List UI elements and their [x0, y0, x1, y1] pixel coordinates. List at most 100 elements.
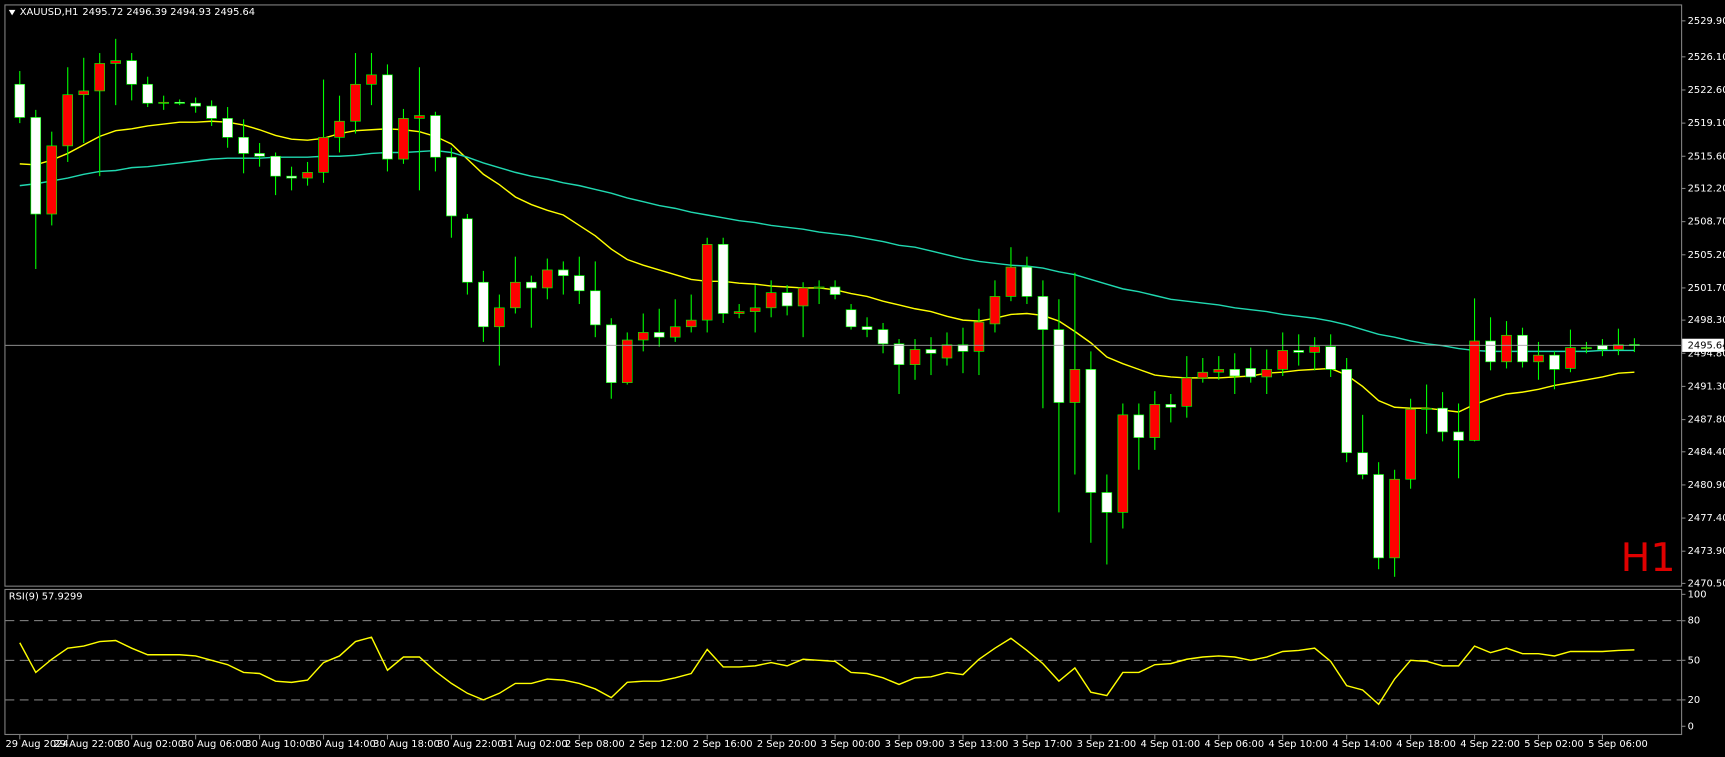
x-tick-label: 4 Sep 01:00	[1141, 739, 1201, 750]
x-tick-label: 3 Sep 17:00	[1013, 739, 1073, 750]
candle-body	[158, 101, 169, 104]
candle-body	[909, 349, 921, 365]
candle-body	[478, 281, 489, 328]
rsi-value: 57.9299	[42, 592, 83, 603]
y-tick-label: 2480.90	[1688, 480, 1725, 491]
y-tick-label: 2487.80	[1688, 415, 1725, 426]
candle-body	[1549, 354, 1560, 370]
x-tick-label: 30 Aug 06:00	[181, 739, 248, 750]
moving-average-line	[19, 149, 1635, 353]
x-tick-label: 3 Sep 00:00	[821, 739, 881, 750]
x-tick-label: 4 Sep 14:00	[1332, 739, 1392, 750]
candle-body	[1149, 404, 1161, 438]
candle-body	[685, 319, 697, 328]
candle-body	[126, 60, 137, 85]
candle-body	[558, 269, 569, 276]
candle-body	[414, 115, 425, 119]
candle-body	[1101, 492, 1113, 513]
y-tick-label: 0	[1688, 721, 1694, 732]
x-tick-label: 30 Aug 14:00	[309, 739, 376, 750]
candle-body	[1117, 414, 1129, 513]
candle-body	[781, 292, 793, 307]
candle-body	[30, 117, 42, 215]
candle-body	[446, 156, 457, 217]
y-tick-label: 2526.10	[1688, 52, 1725, 63]
candle-body	[430, 115, 441, 158]
y-tick-label: 20	[1688, 695, 1701, 706]
candle-body	[1485, 340, 1496, 363]
candle-body	[1389, 478, 1400, 559]
candle-body	[1053, 329, 1065, 403]
header-high: 2496.39	[126, 7, 167, 18]
candle-body	[1517, 334, 1528, 363]
candle-body	[14, 83, 26, 118]
y-tick-label: 2494.80	[1688, 348, 1725, 359]
current-price-label: 2495.64	[1688, 340, 1725, 351]
candle-body	[1133, 414, 1145, 438]
candle-body	[941, 344, 953, 359]
candle-body	[302, 172, 313, 179]
candle-body	[973, 321, 985, 352]
y-tick-label: 100	[1688, 589, 1707, 600]
candle-body	[494, 307, 505, 328]
price-panel-frame	[4, 4, 1683, 587]
x-tick-label: 2 Sep 16:00	[693, 739, 753, 750]
candle-body	[1005, 266, 1017, 297]
rsi-panel-frame	[4, 588, 1683, 736]
x-tick-label: 2 Sep 12:00	[629, 739, 689, 750]
candle-body	[1085, 369, 1097, 493]
y-tick-label: 2498.30	[1688, 315, 1725, 326]
candle-body	[1453, 431, 1464, 441]
candle-body	[1325, 346, 1336, 370]
y-tick-label: 2505.20	[1688, 250, 1725, 261]
candle-body	[190, 102, 201, 107]
candle-body	[1341, 369, 1352, 454]
candle-body	[222, 118, 233, 138]
candle-body	[574, 275, 585, 292]
candle-body	[733, 311, 745, 314]
candle-body	[1469, 340, 1480, 441]
header-open: 2495.72	[82, 7, 123, 18]
x-tick-label: 29 Aug 22:00	[53, 739, 120, 750]
candle-body	[510, 281, 521, 309]
candle-body	[110, 60, 121, 64]
candle-body	[462, 218, 473, 283]
candle-body	[398, 118, 409, 160]
y-tick-label: 50	[1688, 655, 1701, 666]
candle-body	[845, 309, 857, 328]
candle-body	[829, 286, 841, 295]
candle-body	[1181, 377, 1193, 407]
y-tick-label: 2508.70	[1688, 217, 1725, 228]
collapse-icon[interactable]	[8, 9, 16, 16]
candle-body	[701, 244, 713, 321]
y-tick-label: 2477.40	[1688, 513, 1725, 524]
candle-body	[318, 137, 329, 173]
candle-body	[1533, 354, 1544, 363]
candle-body	[669, 326, 681, 338]
candle-body	[1421, 407, 1432, 410]
moving-average-line	[19, 120, 1635, 413]
y-tick-label: 2501.70	[1688, 283, 1725, 294]
candle-body	[590, 290, 601, 326]
candle-body	[1293, 350, 1304, 353]
x-tick-label: 2 Sep 20:00	[757, 739, 817, 750]
candle-body	[78, 90, 89, 96]
candle-body	[1213, 369, 1225, 373]
candle-body	[1037, 296, 1049, 330]
y-tick-label: 2470.50	[1688, 578, 1725, 589]
candle-body	[350, 83, 361, 122]
x-tick-label: 2 Sep 08:00	[565, 739, 625, 750]
candle-body	[1373, 474, 1384, 559]
candle-body	[813, 286, 825, 289]
candle-body	[893, 343, 905, 365]
x-tick-label: 3 Sep 13:00	[949, 739, 1009, 750]
candle-body	[877, 329, 889, 345]
x-tick-label: 3 Sep 21:00	[1077, 739, 1137, 750]
x-tick-label: 4 Sep 06:00	[1204, 739, 1264, 750]
x-tick-label: 30 Aug 02:00	[117, 739, 184, 750]
y-tick-label: 2484.40	[1688, 447, 1725, 458]
candle-body	[1245, 368, 1257, 378]
x-tick-label: 5 Sep 02:00	[1524, 739, 1584, 750]
